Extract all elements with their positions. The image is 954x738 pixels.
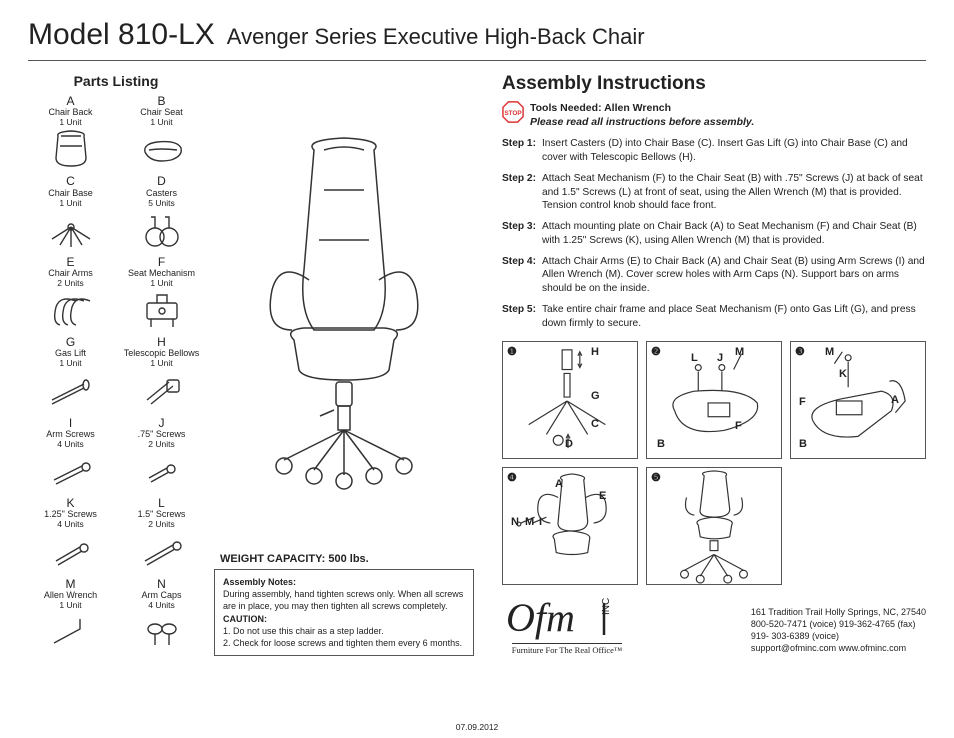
- part-C: CChair Base1 Unit: [28, 175, 113, 253]
- please-read: Please read all instructions before asse…: [530, 116, 754, 128]
- model-number: Model 810-LX: [28, 18, 215, 52]
- ofm-logo: Ofm INC Furniture For The Real Office™: [502, 595, 632, 655]
- tools-needed: Tools Needed: Allen Wrench: [530, 102, 671, 114]
- contact-phone-1: 800-520-7471 (voice) 919-362-4765 (fax): [751, 618, 926, 630]
- contact-email: support@ofminc.com www.ofminc.com: [751, 642, 926, 654]
- part-K: K1.25" Screws4 Units: [28, 497, 113, 575]
- part-J: J.75" Screws2 Units: [119, 417, 204, 495]
- part-E: EChair Arms2 Units: [28, 256, 113, 334]
- contact-phone-2: 919- 303-6389 (voice): [751, 630, 926, 642]
- step-1: Step 1:Insert Casters (D) into Chair Bas…: [502, 137, 926, 165]
- diagram-1: ❶HGCD: [502, 341, 638, 459]
- caution-1: 1. Do not use this chair as a step ladde…: [223, 626, 384, 636]
- caution-2: 2. Check for loose screws and tighten th…: [223, 638, 462, 648]
- part-B: BChair Seat1 Unit: [119, 95, 204, 173]
- assembly-heading: Assembly Instructions: [502, 73, 926, 95]
- step-5: Step 5:Take entire chair frame and place…: [502, 303, 926, 331]
- part-H: HTelescopic Bellows1 Unit: [119, 336, 204, 414]
- parts-heading: Parts Listing: [28, 73, 204, 89]
- diagram-4: ❹AENMI: [502, 467, 638, 585]
- svg-text:INC: INC: [601, 597, 612, 614]
- diagram-3: ❸MKFAB: [790, 341, 926, 459]
- svg-text:STOP: STOP: [504, 110, 522, 117]
- assembly-notes-box: Assembly Notes: During assembly, hand ti…: [214, 569, 474, 656]
- diagram-2: ❷MLJFB: [646, 341, 782, 459]
- part-N: NArm Caps4 Units: [119, 578, 204, 656]
- part-G: GGas Lift1 Unit: [28, 336, 113, 414]
- notes-body: During assembly, hand tighten screws onl…: [223, 589, 463, 611]
- product-name: Avenger Series Executive High-Back Chair: [227, 24, 645, 50]
- weight-capacity: WEIGHT CAPACITY: 500 lbs.: [220, 553, 474, 565]
- diagram-5: ❺: [646, 467, 782, 585]
- part-M: MAllen Wrench1 Unit: [28, 578, 113, 656]
- caution-heading: CAUTION:: [223, 614, 267, 624]
- part-F: FSeat Mechanism1 Unit: [119, 256, 204, 334]
- part-L: L1.5" Screws2 Units: [119, 497, 204, 575]
- part-A: AChair Back1 Unit: [28, 95, 113, 173]
- logo-tagline: Furniture For The Real Office™: [512, 643, 622, 655]
- contact-address: 161 Tradition Trail Holly Springs, NC, 2…: [751, 606, 926, 618]
- contact-info: 161 Tradition Trail Holly Springs, NC, 2…: [751, 606, 926, 655]
- step-2: Step 2:Attach Seat Mechanism (F) to the …: [502, 172, 926, 213]
- divider: [28, 60, 926, 61]
- part-D: DCasters5 Units: [119, 175, 204, 253]
- document-date: 07.09.2012: [456, 722, 499, 732]
- svg-text:Ofm: Ofm: [506, 595, 575, 640]
- step-3: Step 3:Attach mounting plate on Chair Ba…: [502, 220, 926, 248]
- stop-icon: STOP: [502, 101, 524, 123]
- notes-heading: Assembly Notes:: [223, 577, 296, 587]
- step-4: Step 4:Attach Chair Arms (E) to Chair Ba…: [502, 255, 926, 296]
- chair-illustration: [214, 73, 474, 547]
- part-I: IArm Screws4 Units: [28, 417, 113, 495]
